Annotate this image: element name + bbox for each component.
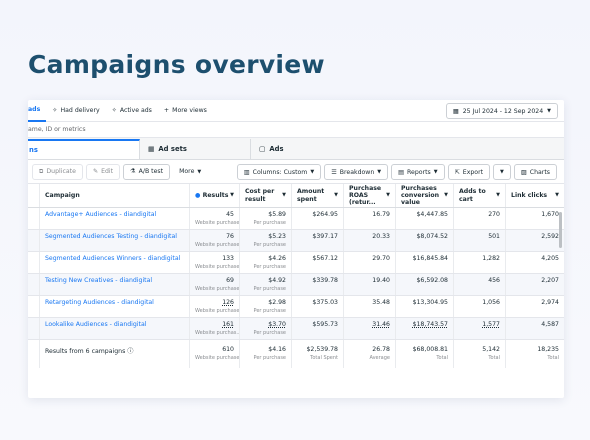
header-conversion-value[interactable]: Purchases conversion value ▼	[396, 184, 454, 207]
header-spacer	[28, 184, 40, 207]
columns-button[interactable]: ▥ Columns: Custom ▼	[236, 164, 322, 180]
campaign-name-link[interactable]: Segmented Audiences Winners - diandigita…	[45, 255, 181, 262]
chevron-down-icon: ▼	[444, 191, 448, 198]
campaign-name-link[interactable]: Advantage+ Audiences - diandigital	[45, 211, 157, 218]
toolbar: ⧉ Duplicate ✎ Edit ⚗ A/B test More ▼ ▥ Column…	[28, 160, 564, 184]
duplicate-button[interactable]: ⧉ Duplicate	[32, 163, 83, 180]
table-summary-row: Results from 6 campaigns ⓘ 610 Website pu…	[28, 340, 564, 368]
chevron-down-icon: ▼	[547, 108, 551, 114]
export-icon: ⇱	[454, 168, 460, 176]
search-input[interactable]: ame, ID or metrics	[28, 122, 564, 138]
pencil-icon: ✎	[92, 168, 99, 175]
sparkle-icon: ✧	[52, 107, 58, 114]
header-link-clicks[interactable]: Link clicks ▼	[511, 191, 559, 199]
copy-icon: ⧉	[39, 167, 44, 175]
date-range-picker[interactable]: ▦ 25 Jul 2024 - 12 Sep 2024 ▼	[445, 103, 558, 119]
breakdown-icon: ☰	[331, 168, 337, 176]
chevron-down-icon: ▼	[433, 169, 438, 175]
table-header-row: Campaign ● Results ▼ Cost per result ▼ Amo…	[28, 184, 564, 208]
flask-icon: ⚗	[130, 168, 136, 175]
filter-bar: ads ✧ Had delivery ✧ Active ads + More view…	[28, 100, 564, 122]
chevron-down-icon: ▼	[197, 168, 202, 175]
header-amount-spent[interactable]: Amount spent ▼	[292, 184, 344, 207]
page-title: Campaigns overview	[28, 50, 325, 79]
more-views-button[interactable]: + More views	[163, 107, 207, 114]
ad-icon: ▢	[259, 145, 266, 153]
header-campaign[interactable]: Campaign	[40, 184, 190, 207]
level-tabs: ns ▦ Ad sets ▢ Ads	[28, 138, 564, 160]
export-button[interactable]: ⇱ Export	[447, 164, 491, 180]
info-icon[interactable]: ⓘ	[127, 348, 134, 355]
ads-manager-panel: ads ✧ Had delivery ✧ Active ads + More view…	[28, 100, 564, 398]
table-row[interactable]: Advantage+ Audiences - diandigital 45 Web…	[28, 208, 564, 230]
chevron-down-icon: ▼	[334, 191, 338, 198]
toolbar-right: ▥ Columns: Custom ▼ ☰ Breakdown ▼ ▤ Reports ▼ …	[236, 164, 560, 180]
table-row[interactable]: Lookalike Audiences - diandigital 161 Web…	[28, 318, 564, 340]
campaign-name-link[interactable]: Segmented Audiences Testing - diandigita…	[45, 233, 177, 240]
chevron-down-icon: ▼	[496, 191, 500, 198]
info-icon: ●	[195, 191, 201, 199]
filter-chip-active-ads[interactable]: ✧ Active ads	[111, 107, 152, 114]
header-adds-to-cart[interactable]: Adds to cart ▼	[454, 184, 506, 207]
table-row[interactable]: Segmented Audiences Testing - diandigita…	[28, 230, 564, 252]
header-cost-per-result[interactable]: Cost per result ▼	[240, 184, 292, 207]
vertical-scrollbar[interactable]	[559, 212, 562, 248]
charts-button[interactable]: ▨ Charts	[513, 164, 557, 180]
tab-ad-sets[interactable]: ▦ Ad sets	[148, 145, 187, 153]
tab-campaigns[interactable]: ns	[28, 139, 140, 159]
chevron-down-icon: ▼	[230, 191, 234, 198]
header-results[interactable]: ● Results ▼	[190, 184, 240, 207]
chevron-down-icon: ▼	[500, 169, 504, 175]
chevron-down-icon: ▼	[555, 191, 559, 198]
sparkle-icon: ✧	[111, 107, 117, 114]
plus-icon: +	[163, 107, 170, 114]
calendar-icon: ▦	[452, 107, 459, 115]
chevron-down-icon: ▼	[310, 169, 315, 175]
export-dropdown-button[interactable]: ▼	[493, 164, 511, 180]
chevron-down-icon: ▼	[386, 191, 390, 198]
campaign-name-link[interactable]: Retargeting Audiences - diandigital	[45, 299, 154, 306]
chevron-down-icon: ▼	[377, 169, 382, 175]
chevron-down-icon: ▼	[282, 191, 286, 198]
breakdown-button[interactable]: ☰ Breakdown ▼	[324, 164, 389, 180]
ab-test-button[interactable]: ⚗ A/B test	[123, 163, 171, 180]
table-row[interactable]: Testing New Creatives - diandigital 69 We…	[28, 274, 564, 296]
header-purchase-roas[interactable]: Purchase ROAS (retur... ▼	[344, 184, 396, 207]
campaign-name-link[interactable]: Lookalike Audiences - diandigital	[45, 321, 147, 328]
report-icon: ▤	[398, 168, 404, 176]
filter-chip-ads[interactable]: ads	[28, 100, 47, 122]
more-button[interactable]: More ▼	[173, 163, 208, 180]
campaign-name-link[interactable]: Testing New Creatives - diandigital	[45, 277, 153, 284]
table-row[interactable]: Segmented Audiences Winners - diandigita…	[28, 252, 564, 274]
grid-icon: ▦	[148, 145, 155, 153]
chart-icon: ▨	[520, 168, 527, 176]
reports-button[interactable]: ▤ Reports ▼	[391, 164, 445, 180]
tab-ads[interactable]: ▢ Ads	[250, 139, 360, 159]
columns-icon: ▥	[243, 168, 250, 176]
edit-button[interactable]: ✎ Edit	[85, 163, 121, 180]
campaigns-table: Campaign ● Results ▼ Cost per result ▼ Amo…	[28, 184, 564, 368]
filter-chip-had-delivery[interactable]: ✧ Had delivery	[52, 107, 100, 114]
table-row[interactable]: Retargeting Audiences - diandigital 126 W…	[28, 296, 564, 318]
